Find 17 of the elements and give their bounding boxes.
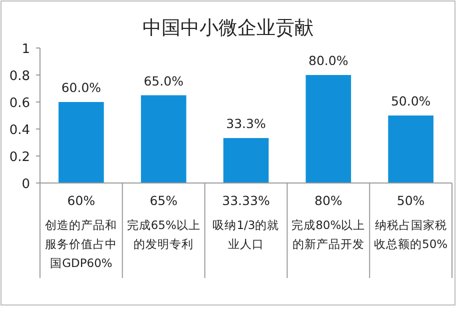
x-tick-label: 50% 纳税占国家税收总额的50% [374,193,448,251]
title: 中国中小微企业贡献 [142,17,314,39]
y-tick-label: 0 [22,177,30,192]
data-label: 33.3% [226,116,266,132]
x-tick-label: 65% 完成65%以上的发明专利 [126,193,200,251]
y-tick-label: 1 [22,42,30,57]
y-tick-label: 0.4 [9,123,30,138]
data-label: 60.0% [61,80,102,95]
data-label: 50.0% [390,94,431,108]
y-tick-label: 0.8 [9,69,30,84]
y-tick-label: 0.2 [9,150,30,165]
y-tick-label: 0.6 [9,96,30,111]
x-tick-label: 80% 完成80%以上的新产品开发 [292,193,366,251]
data-label: 65.0% [144,73,184,88]
x-tick-label: 60% 创造的产品和服务价值占中国GDP60% [45,193,118,270]
data-label: 80.0% [308,53,348,68]
x-tick-label: 33.33% 吸纳1/3的就业人口 [212,193,280,251]
